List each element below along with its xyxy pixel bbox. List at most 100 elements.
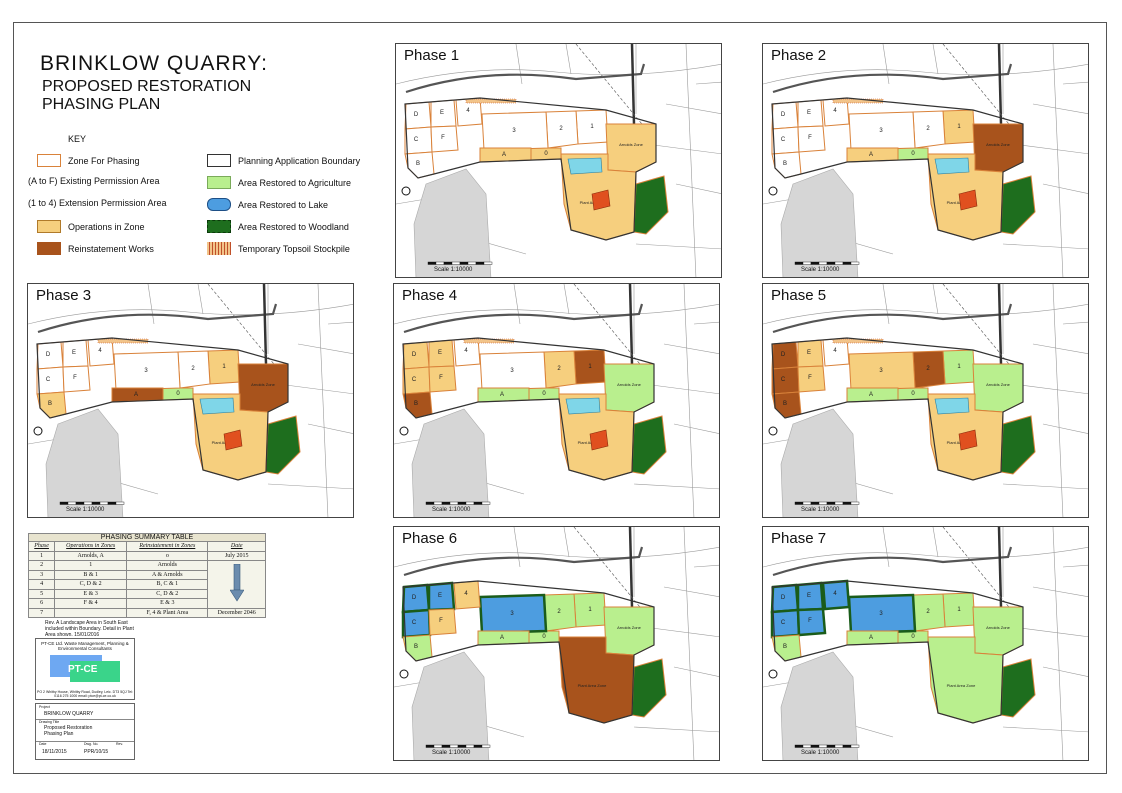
scale-bar	[425, 501, 491, 505]
zone-C	[402, 366, 431, 395]
road	[37, 303, 278, 334]
drawing-date: 18/11/2015	[42, 749, 67, 755]
zone-F	[797, 125, 826, 153]
zone-label: A	[500, 392, 504, 398]
zone-label: D	[46, 352, 51, 358]
key-item: Temporary Topsoil Stockpile	[207, 242, 350, 255]
processing-plant	[589, 429, 609, 451]
zone-label: 3	[510, 611, 514, 617]
processing-plant	[591, 189, 611, 211]
zone-label: F	[439, 618, 443, 624]
zone-label: E	[438, 350, 442, 356]
scale-label: Scale 1:10000	[66, 507, 105, 513]
zone-wood	[631, 415, 667, 475]
zone-label: Arnolds Zone	[619, 142, 644, 147]
processing-plant	[958, 189, 978, 211]
railway-line	[573, 527, 645, 613]
zone-label: 0	[542, 634, 546, 640]
revision-note: Rev. A Landscape Area in South East incl…	[45, 620, 134, 638]
zone-label: 2	[557, 609, 561, 615]
zone-label: B	[414, 401, 418, 407]
zone-label: E	[440, 110, 444, 116]
zone-F	[62, 365, 91, 393]
zone-label: 3	[879, 128, 883, 134]
zone-label: A	[869, 392, 873, 398]
zone-label: B	[414, 644, 418, 650]
drawing-sheet-border	[13, 22, 1107, 774]
zone-label: D	[412, 595, 417, 601]
table-caption: PHASING SUMMARY TABLE	[28, 533, 266, 541]
column-header: Reinstatement in Zones	[126, 541, 209, 552]
operations-cell: C, D & 2	[54, 579, 128, 590]
lake-woodland-margin	[847, 593, 917, 635]
phase-cell: 1	[27, 550, 56, 561]
zone-3	[113, 351, 181, 391]
zone-label: D	[414, 112, 419, 118]
road	[405, 63, 646, 94]
zone-label: E	[807, 350, 811, 356]
zone-label: E	[807, 593, 811, 599]
zone-arnolds	[603, 606, 655, 656]
key-item: Planning Application Boundary	[207, 154, 360, 167]
zone-label: 1	[957, 364, 961, 370]
urban-area	[411, 651, 490, 760]
zone-wood	[1000, 175, 1036, 235]
zone-label: 1	[590, 124, 594, 130]
reinstatement-cell: A & Arnolds	[126, 569, 209, 580]
operations-cell: Arnolds, A	[54, 550, 128, 561]
north-arrow-icon	[768, 669, 778, 679]
north-arrow-icon	[768, 426, 778, 436]
zone-C	[771, 609, 800, 638]
zone-label: 0	[911, 634, 915, 640]
field-boundaries	[394, 284, 719, 517]
zone-label: Arnolds Zone	[617, 382, 642, 387]
road	[997, 527, 1003, 608]
key-label: Planning Application Boundary	[238, 155, 361, 166]
zone-3	[479, 351, 547, 391]
north-arrow-icon	[399, 669, 409, 679]
zone-label: 1	[957, 124, 961, 130]
title-block: Project BRINKLOW QUARRY Drawing Title Pr…	[35, 703, 135, 760]
zone-wood	[1000, 415, 1036, 475]
zone-label: 0	[544, 151, 548, 157]
zone-label: C	[412, 377, 417, 383]
scale-bar	[425, 744, 491, 748]
zone-label: E	[72, 350, 76, 356]
planning-application-boundary	[771, 337, 1024, 481]
road	[772, 303, 1013, 334]
phase-label: Phase 3	[34, 287, 94, 304]
key-label: Temporary Topsoil Stockpile	[238, 243, 350, 254]
zone-label: D	[781, 595, 786, 601]
operations-cell: B & 1	[54, 569, 128, 580]
date-cell: December 2046	[207, 607, 266, 618]
zone-label: 1	[222, 364, 226, 370]
zone-3	[848, 111, 916, 151]
zone-label: Arnolds Zone	[986, 625, 1011, 630]
planning-application-boundary	[771, 97, 1024, 241]
scale-label: Scale 1:10000	[801, 750, 840, 756]
key-label: (1 to 4) Extension Permission Area	[28, 198, 167, 208]
zone-label: 0	[542, 391, 546, 397]
railway-line	[573, 284, 645, 370]
company-logo-block: PT-CE Ltd. Waste Management, Planning & …	[35, 638, 135, 700]
project-name: BRINKLOW QUARRY	[44, 711, 94, 717]
road	[262, 284, 268, 365]
settlement-lagoon	[567, 157, 603, 175]
zone-label: C	[412, 620, 417, 626]
road	[772, 63, 1013, 94]
column-header: Operations in Zones	[54, 541, 128, 552]
zone-label: 2	[926, 609, 930, 615]
zone-label: Plant Area Zone	[578, 683, 607, 688]
urban-area	[780, 168, 859, 277]
zone-arnolds	[237, 363, 289, 413]
zone-label: D	[781, 112, 786, 118]
zone-C	[771, 366, 800, 395]
scale-bar	[794, 261, 860, 265]
key-item: Area Restored to Agriculture	[207, 176, 351, 189]
key-swatch-reinstatement	[37, 242, 61, 255]
zone-label: C	[46, 377, 51, 383]
